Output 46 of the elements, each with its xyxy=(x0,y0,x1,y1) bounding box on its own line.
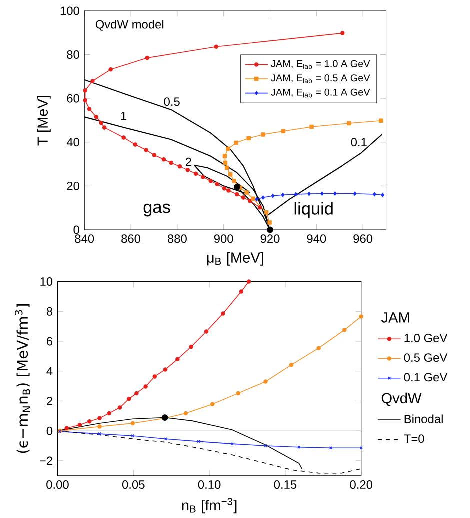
legend-label: 0.5 GeV xyxy=(404,354,448,362)
y-axis-title: (ϵ−m$_{N}$n$_{B}$) [MeV/fm$^{3}$] xyxy=(15,304,30,454)
x-axis-title: μ$_{B}$ [MeV] xyxy=(207,252,264,266)
y-tick-label: 100 xyxy=(60,6,80,16)
annotation: QvdW model xyxy=(96,20,164,31)
y-tick-label: 0 xyxy=(46,426,53,436)
y-tick-label: 40 xyxy=(66,138,80,147)
y-tick-label: 20 xyxy=(67,182,80,190)
x-tick-label: 940 xyxy=(307,234,326,244)
legend-label: T=0 xyxy=(404,434,424,444)
x-tick-label: 0.15 xyxy=(274,480,297,490)
x-tick-label: 0.05 xyxy=(122,480,145,490)
y-tick-label: 60 xyxy=(67,94,80,103)
y-axis-title: T [MeV] xyxy=(37,96,51,146)
x-tick-label: 920 xyxy=(260,234,280,244)
x-tick-label: 0.20 xyxy=(350,480,373,490)
y-tick-label: 8 xyxy=(46,307,53,316)
x-tick-label: 0.10 xyxy=(198,480,221,490)
legend-label: JAM, E$_{lab}$ = 0.5 A GeV xyxy=(271,74,370,84)
text: QvdW xyxy=(382,392,422,406)
legend-label: JAM, E$_{lab}$ = 1.0 A GeV xyxy=(271,60,370,70)
legend-label: JAM, E$_{lab}$ = 0.1 A GeV xyxy=(271,88,370,98)
x-tick-label: 900 xyxy=(214,234,234,244)
y-tick-label: −2 xyxy=(40,456,52,466)
y-tick-label: 80 xyxy=(67,50,80,59)
legend-label: 1.0 GeV xyxy=(404,334,448,342)
y-tick-label: 4 xyxy=(46,367,53,376)
legend-label: 0.1 GeV xyxy=(404,373,448,382)
x-tick-label: 880 xyxy=(168,234,187,244)
legend-title: JAM xyxy=(381,312,410,323)
y-tick-label: 2 xyxy=(47,397,52,406)
annotation: gas xyxy=(144,204,170,217)
annotation: 1 xyxy=(121,112,127,120)
annotation: 2 xyxy=(186,158,192,166)
x-tick-label: 960 xyxy=(354,234,373,244)
x-tick-label: 840 xyxy=(75,234,94,244)
annotation: 0.5 xyxy=(164,98,180,106)
y-tick-label: 10 xyxy=(40,278,53,286)
annotation: liquid xyxy=(294,202,333,218)
legend-label: Binodal xyxy=(404,414,443,424)
x-tick-label: 0.00 xyxy=(46,480,69,490)
x-axis-title: n$_{B}$ [fm$^{−3}$] xyxy=(182,498,237,514)
y-tick-label: 6 xyxy=(47,337,53,346)
x-tick-label: 860 xyxy=(122,234,141,244)
y-tick-label: 0 xyxy=(74,226,80,234)
annotation: 0.1 xyxy=(351,138,367,147)
